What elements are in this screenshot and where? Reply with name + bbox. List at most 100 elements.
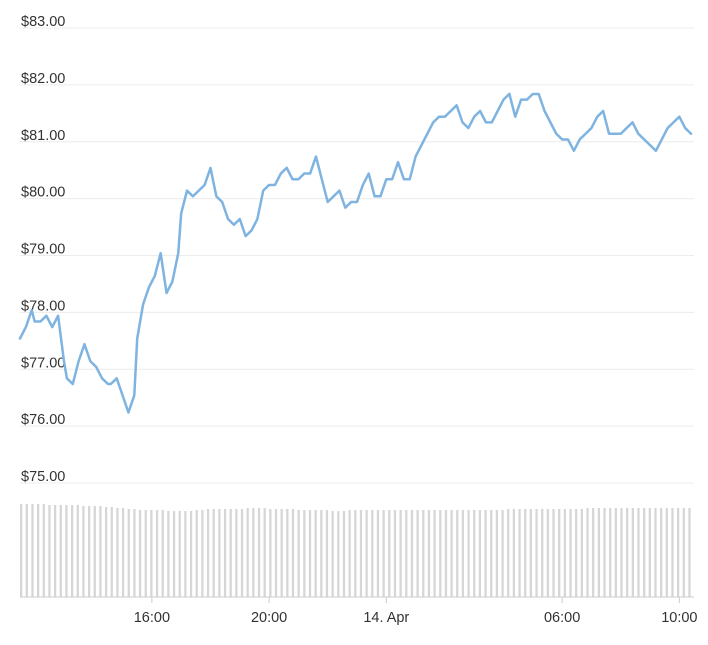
volume-bar xyxy=(450,510,453,597)
volume-bar xyxy=(558,509,561,597)
volume-bar xyxy=(643,508,646,597)
volume-bar xyxy=(597,508,600,597)
volume-bar xyxy=(155,510,159,597)
volume-bar xyxy=(563,509,566,597)
volume-bar xyxy=(348,510,351,597)
volume-bar xyxy=(82,506,85,597)
volume-bar xyxy=(507,509,510,597)
volume-bar xyxy=(541,509,544,597)
volume-bar xyxy=(399,510,402,597)
volume-bar xyxy=(291,509,295,597)
volume-bar xyxy=(121,508,125,597)
volume-bar xyxy=(263,508,266,597)
volume-bars xyxy=(20,504,691,597)
volume-bar xyxy=(320,510,323,597)
volume-bar xyxy=(31,504,34,597)
volume-bar xyxy=(201,510,204,597)
volume-bar xyxy=(410,510,414,597)
volume-bar xyxy=(478,510,482,597)
volume-bar xyxy=(218,509,221,597)
volume-bar xyxy=(405,510,408,597)
y-tick-label: $82.00 xyxy=(21,71,65,87)
volume-bar xyxy=(512,509,516,597)
volume-bar xyxy=(580,509,583,597)
volume-bar xyxy=(592,508,595,597)
volume-bar xyxy=(552,509,555,597)
x-axis-ticks: 16:00 20:00 14. Apr 06:00 10:00 xyxy=(134,597,697,626)
volume-bar xyxy=(36,504,40,597)
volume-bar xyxy=(269,509,272,597)
volume-bar xyxy=(48,505,51,597)
volume-bar xyxy=(286,509,289,597)
volume-bar xyxy=(518,509,521,597)
price-series-line xyxy=(18,92,693,414)
volume-bar xyxy=(235,509,238,597)
x-tick-label: 14. Apr xyxy=(363,610,409,626)
volume-bar xyxy=(206,509,210,597)
volume-bar xyxy=(688,508,691,597)
volume-bar xyxy=(150,510,153,597)
x-tick-label: 10:00 xyxy=(661,610,697,626)
y-tick-label: $79.00 xyxy=(21,242,65,258)
volume-bar xyxy=(393,510,397,597)
volume-bar xyxy=(325,510,329,597)
volume-bar xyxy=(99,506,102,597)
volume-bar xyxy=(484,510,487,597)
volume-bar xyxy=(575,509,578,597)
volume-bar xyxy=(495,510,499,597)
volume-bar xyxy=(654,508,657,597)
y-tick-label: $75.00 xyxy=(21,469,65,485)
volume-bar xyxy=(342,511,346,597)
volume-bar xyxy=(93,506,96,597)
volume-bar xyxy=(76,505,79,597)
volume-bar xyxy=(603,508,606,597)
volume-bar xyxy=(116,508,119,597)
y-axis-ticks: $83.00 $82.00 $81.00 $80.00 $79.00 $78.00 $77.… xyxy=(21,14,65,485)
volume-bar xyxy=(240,509,244,597)
y-tick-label: $76.00 xyxy=(21,412,65,428)
volume-bar xyxy=(354,510,357,597)
volume-bar xyxy=(297,510,300,597)
volume-bar xyxy=(144,510,147,597)
volume-bar xyxy=(337,511,340,597)
volume-bar xyxy=(620,508,623,597)
volume-bar xyxy=(212,509,215,597)
volume-bar xyxy=(280,509,283,597)
volume-bar xyxy=(70,505,74,597)
volume-bar xyxy=(229,509,232,597)
volume-bar xyxy=(161,510,164,597)
volume-bar xyxy=(195,510,198,597)
volume-bar xyxy=(427,510,431,597)
y-tick-label: $78.00 xyxy=(21,298,65,314)
volume-bar xyxy=(382,510,385,597)
volume-bar xyxy=(529,509,533,597)
volume-bar xyxy=(535,509,538,597)
volume-bar xyxy=(65,505,68,597)
volume-bar xyxy=(104,507,108,597)
volume-bar xyxy=(546,509,550,597)
volume-bar xyxy=(631,508,634,597)
volume-bar xyxy=(184,511,187,597)
volume-bar xyxy=(365,510,368,597)
volume-bar xyxy=(172,511,176,597)
volume-bar xyxy=(614,508,617,597)
volume-bar xyxy=(371,510,374,597)
volume-bar xyxy=(303,510,306,597)
y-tick-label: $80.00 xyxy=(21,185,65,201)
volume-bar xyxy=(314,510,317,597)
y-tick-label: $77.00 xyxy=(21,355,65,371)
volume-bar xyxy=(677,508,680,597)
volume-bar xyxy=(637,508,640,597)
volume-bar xyxy=(359,510,363,597)
x-tick-label: 20:00 xyxy=(251,610,287,626)
volume-bar xyxy=(331,511,334,597)
volume-bar xyxy=(524,509,527,597)
x-tick-label: 16:00 xyxy=(134,610,170,626)
volume-bar xyxy=(665,508,668,597)
volume-bar xyxy=(189,511,193,597)
volume-bar xyxy=(308,510,312,597)
volume-bar xyxy=(59,505,62,597)
volume-bar xyxy=(388,510,391,597)
volume-bar xyxy=(257,508,261,597)
